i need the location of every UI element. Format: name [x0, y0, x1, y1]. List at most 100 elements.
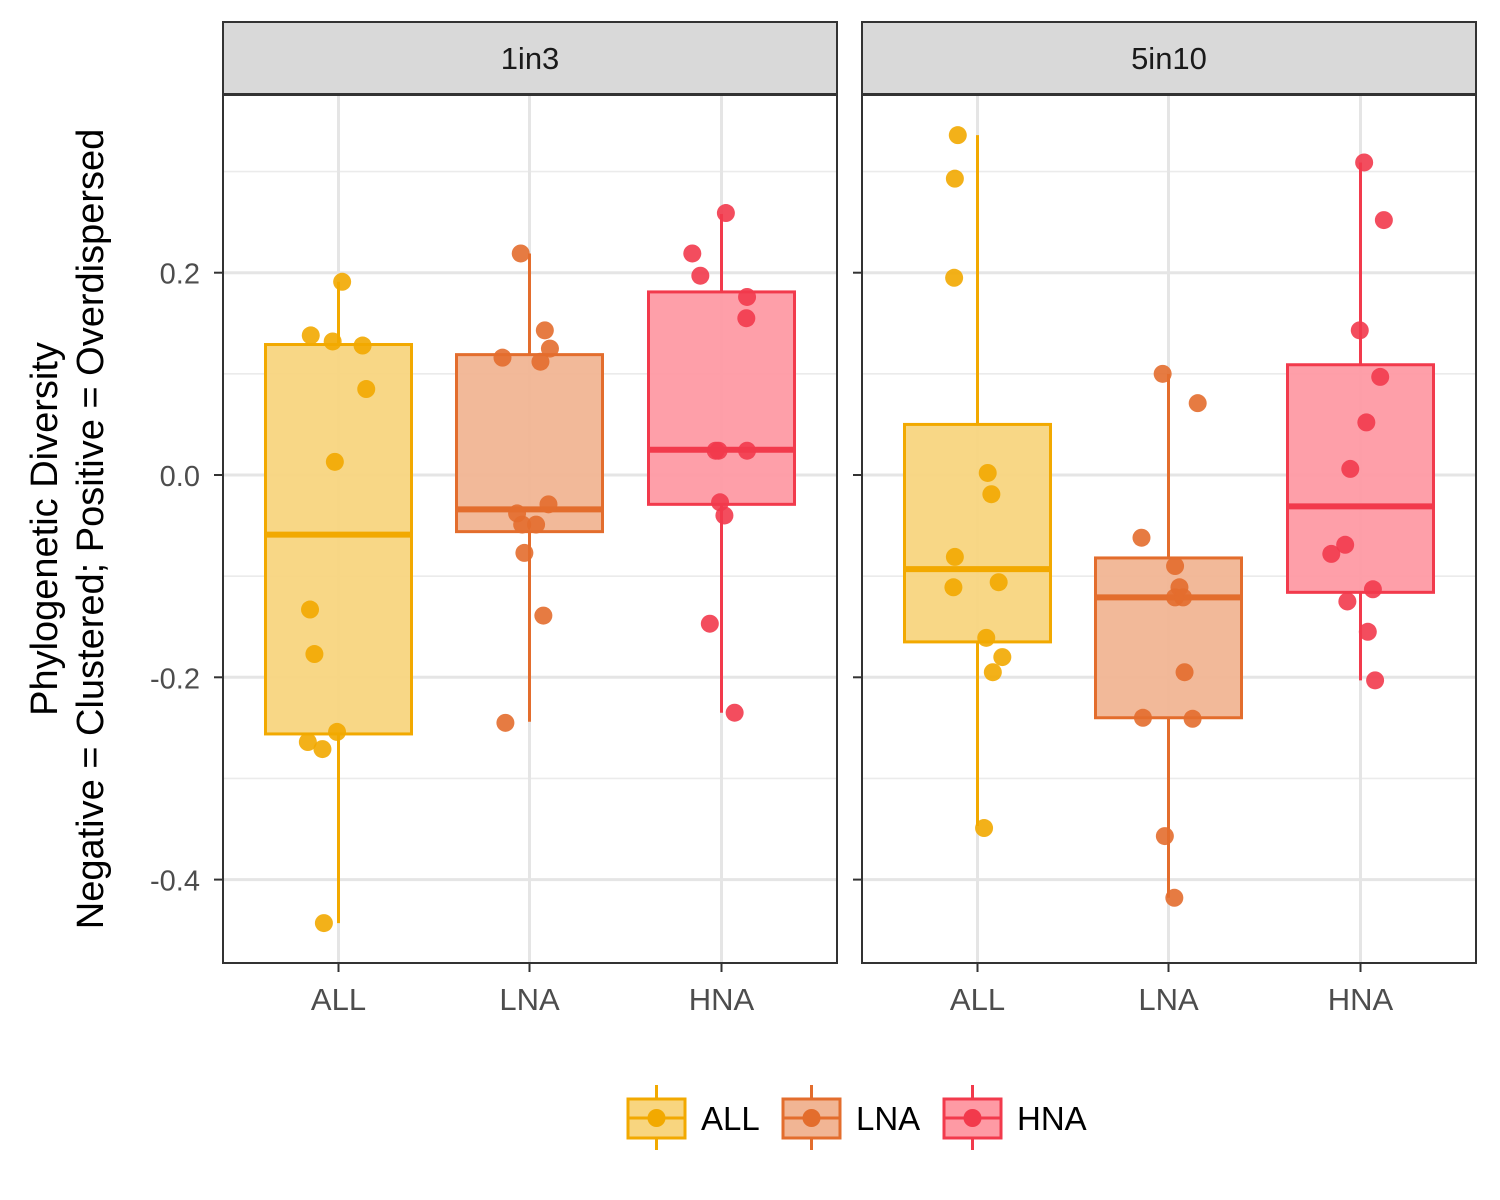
- data-point: [1357, 413, 1376, 432]
- legend-item-lna: LNA: [781, 1085, 920, 1150]
- box-hna: [1286, 153, 1435, 690]
- data-point: [737, 309, 756, 328]
- data-point: [1133, 708, 1152, 727]
- y-tick-label: -0.2: [150, 663, 200, 695]
- x-tick-label: HNA: [1328, 982, 1394, 1017]
- data-point: [983, 663, 1002, 682]
- data-point: [1322, 544, 1341, 563]
- facet-strip: [222, 21, 838, 95]
- box-iqr: [455, 353, 604, 534]
- data-point: [1188, 394, 1207, 413]
- data-point: [738, 441, 757, 460]
- data-point: [493, 348, 512, 367]
- box-hna: [647, 204, 796, 722]
- data-point: [540, 339, 559, 358]
- legend-key-point: [963, 1109, 982, 1127]
- data-point: [1132, 528, 1151, 547]
- legend-key-point: [647, 1109, 666, 1127]
- legend-label: ALL: [701, 1100, 760, 1137]
- data-point: [977, 628, 996, 647]
- data-point: [944, 578, 963, 597]
- data-point: [1374, 211, 1393, 230]
- data-point: [1350, 321, 1369, 340]
- data-point: [313, 740, 332, 759]
- box-iqr: [1286, 363, 1435, 594]
- legend-key-point: [802, 1109, 821, 1127]
- box-iqr: [1094, 556, 1243, 720]
- data-point: [700, 614, 719, 633]
- box-iqr: [647, 290, 796, 506]
- box-lna: [455, 244, 604, 732]
- data-point: [1341, 459, 1360, 478]
- data-point: [515, 543, 534, 562]
- data-point: [683, 244, 702, 263]
- data-point: [1338, 592, 1357, 611]
- legend-label: HNA: [1017, 1100, 1087, 1137]
- y-axis: 0.2 0.0 -0.2 -0.4: [150, 259, 200, 898]
- data-point: [945, 268, 964, 287]
- data-point: [496, 713, 515, 732]
- y-axis-title-line: Negative = Clustered; Positive = Overdis…: [70, 129, 112, 930]
- x-tick-label: LNA: [1138, 982, 1199, 1017]
- data-point: [353, 336, 372, 355]
- data-point: [513, 515, 532, 534]
- legend: ALL LNA HNA: [626, 1085, 1087, 1150]
- data-point: [325, 452, 344, 471]
- x-tick-label: ALL: [311, 982, 366, 1017]
- data-point: [539, 495, 558, 514]
- data-point: [725, 703, 744, 722]
- data-point: [1153, 364, 1172, 383]
- y-tick-label: 0.0: [160, 461, 200, 493]
- data-point: [945, 169, 964, 188]
- y-axis-title: Phylogenetic Diversity Negative = Cluster…: [24, 129, 112, 930]
- facet-strip: [861, 21, 1477, 95]
- data-point: [1366, 671, 1385, 690]
- data-point: [305, 645, 324, 664]
- x-tick-label: ALL: [950, 982, 1005, 1017]
- data-point: [715, 506, 734, 525]
- data-point: [978, 463, 997, 482]
- data-point: [298, 733, 317, 752]
- data-point: [534, 606, 553, 625]
- data-point: [716, 204, 735, 223]
- data-point: [1174, 588, 1193, 607]
- data-point: [301, 326, 320, 345]
- legend-item-hna: HNA: [942, 1085, 1087, 1150]
- x-tick-label: HNA: [689, 982, 755, 1017]
- data-point: [945, 547, 964, 566]
- box-iqr: [264, 343, 413, 736]
- data-point: [357, 380, 376, 399]
- data-point: [1371, 367, 1390, 386]
- data-point: [975, 819, 994, 838]
- data-point: [323, 332, 342, 351]
- data-point: [691, 266, 710, 285]
- data-point: [1165, 888, 1184, 907]
- data-point: [301, 600, 320, 619]
- data-point: [333, 272, 352, 291]
- data-point: [1336, 535, 1355, 554]
- facet-strip-label: 5in10: [1131, 41, 1207, 76]
- data-point: [1358, 622, 1377, 641]
- data-point: [535, 321, 554, 340]
- y-axis-title-line: Phylogenetic Diversity: [24, 342, 66, 716]
- box-iqr: [903, 422, 1052, 644]
- data-point: [738, 287, 757, 306]
- data-point: [531, 352, 550, 371]
- data-point: [1175, 663, 1194, 682]
- y-tick-label: 0.2: [160, 259, 200, 291]
- legend-label: LNA: [856, 1100, 920, 1137]
- data-point: [527, 515, 546, 534]
- data-point: [1183, 709, 1202, 728]
- panels-layer: 1in3 ALL LNA HNA 5in10 ALL LNA HNA: [214, 21, 1477, 1017]
- data-point: [1155, 827, 1174, 846]
- data-point: [328, 722, 347, 741]
- box-all: [264, 272, 413, 933]
- data-point: [1355, 153, 1374, 172]
- facet-panel-1in3: 1in3 ALL LNA HNA: [214, 21, 838, 1017]
- data-point: [993, 648, 1012, 667]
- data-point: [314, 914, 333, 933]
- data-point: [1166, 557, 1185, 576]
- data-point: [511, 244, 530, 263]
- box-lna: [1094, 364, 1243, 907]
